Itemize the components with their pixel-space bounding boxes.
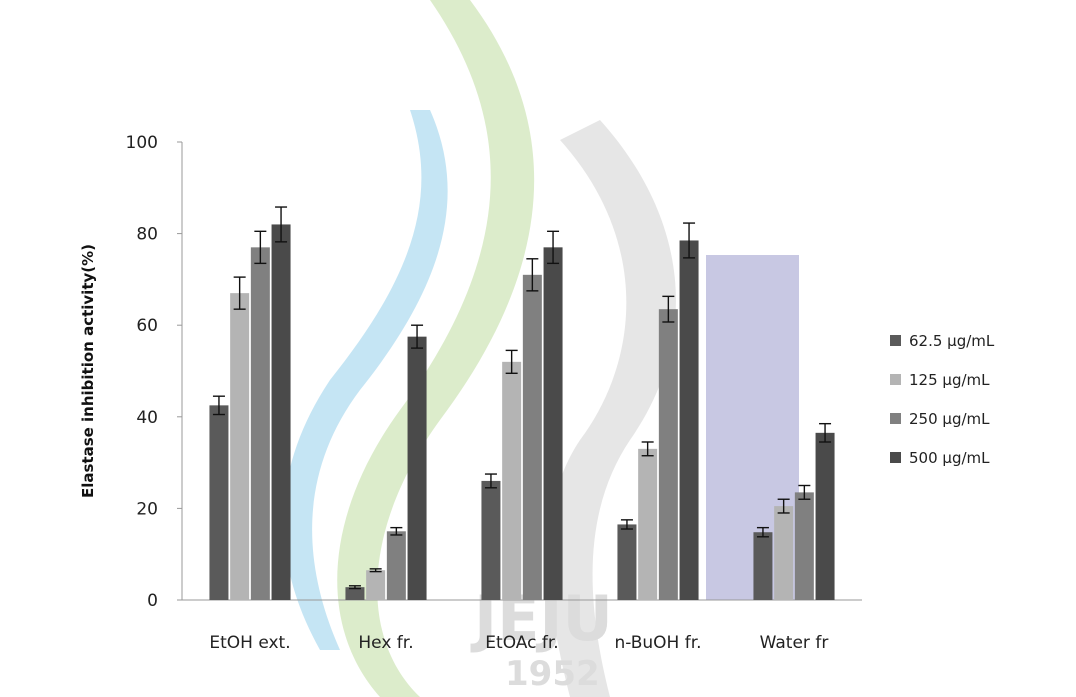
bar [522,274,542,600]
bar [543,247,563,600]
legend-entry: 125 μg/mL [890,371,990,389]
error-bar [233,276,246,310]
watermark-blue-swoosh [283,110,448,650]
bar [250,247,270,600]
bar [658,309,678,600]
bar [481,480,501,600]
legend-label: 125 μg/mL [909,371,990,389]
bar [386,531,406,600]
error-bar [683,222,696,259]
legend-swatch [890,374,901,385]
legend-label: 250 μg/mL [909,410,990,428]
bar [502,361,522,600]
x-tick-label: EtOAc fr. [485,633,558,653]
legend-swatch [890,413,901,424]
y-ticks: 0 20 40 60 80 100 [126,133,182,611]
legend-entry: 500 μg/mL [890,449,990,467]
watermark-gray-swoosh [548,120,676,697]
error-bar [348,585,361,590]
watermark-green-swoosh [337,0,535,697]
y-tick-label: 60 [136,316,158,336]
error-bar [484,473,497,489]
axes [181,142,862,601]
legend-swatch [890,452,901,463]
error-bar [390,526,403,536]
error-bar [275,206,288,243]
x-category-labels: EtOH ext. Hex fr. EtOAc fr. n-BuOH fr. Water… [209,633,828,653]
bar [774,506,794,600]
x-tick-label: Water fr [760,633,829,653]
error-bar [777,498,790,514]
error-bar [662,295,675,323]
bar [209,405,229,600]
y-tick-label: 80 [136,225,158,245]
legend-label: 500 μg/mL [909,449,990,467]
legend-swatch [890,335,901,346]
bar [271,224,291,600]
error-bar [212,395,225,416]
x-tick-label: n-BuOH fr. [614,633,701,653]
y-tick-label: 0 [147,591,158,611]
error-bar [547,230,560,265]
y-tick-label: 40 [136,408,158,428]
legend-entry: 62.5 μg/mL [890,332,995,350]
bar [679,240,699,600]
bar [617,524,637,600]
bar [794,492,814,600]
x-tick-label: EtOH ext. [209,633,290,653]
bar [345,587,365,600]
y-tick-label: 20 [136,499,158,519]
error-bar [819,422,832,443]
x-tick-label: Hex fr. [358,633,413,653]
error-bars [212,206,832,590]
bar [815,432,835,600]
bar [638,448,658,600]
legend-entry: 250 μg/mL [890,410,990,428]
bar [366,570,386,600]
legend: 62.5 μg/mL 125 μg/mL 250 μg/mL 500 μg/mL [890,332,995,467]
watermark-center-year: 1952 [505,654,600,694]
bar [407,336,427,600]
error-bar [526,258,539,292]
error-bar [505,349,518,374]
error-bar [369,568,382,573]
error-bar [254,230,267,265]
bar [753,532,773,600]
y-tick-label: 100 [126,133,158,153]
error-bar [756,526,769,538]
y-axis-label: Elastase inhibition activity(%) [79,244,97,498]
bars [209,224,835,600]
error-bar [620,519,633,530]
bar [230,293,250,600]
error-bar [641,441,654,457]
legend-label: 62.5 μg/mL [909,332,995,350]
error-bar [411,324,424,349]
error-bar [798,484,811,500]
